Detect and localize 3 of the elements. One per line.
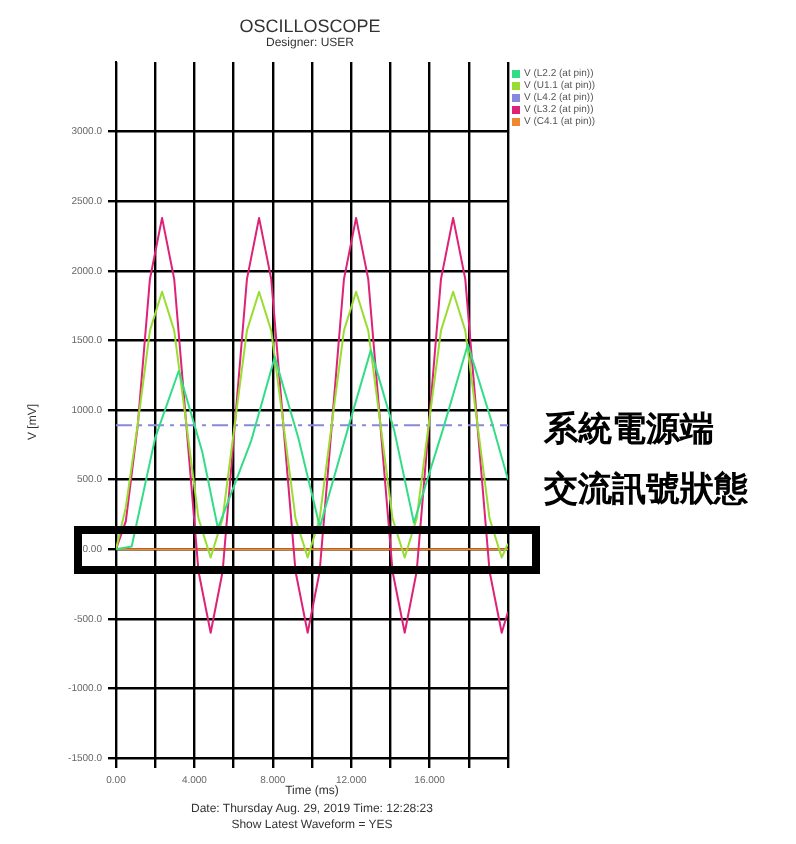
text: 系統電源端 [544, 408, 714, 452]
text: 交流訊號狀態 [544, 468, 748, 512]
chart-title: OSCILLOSCOPE [237, 16, 383, 36]
